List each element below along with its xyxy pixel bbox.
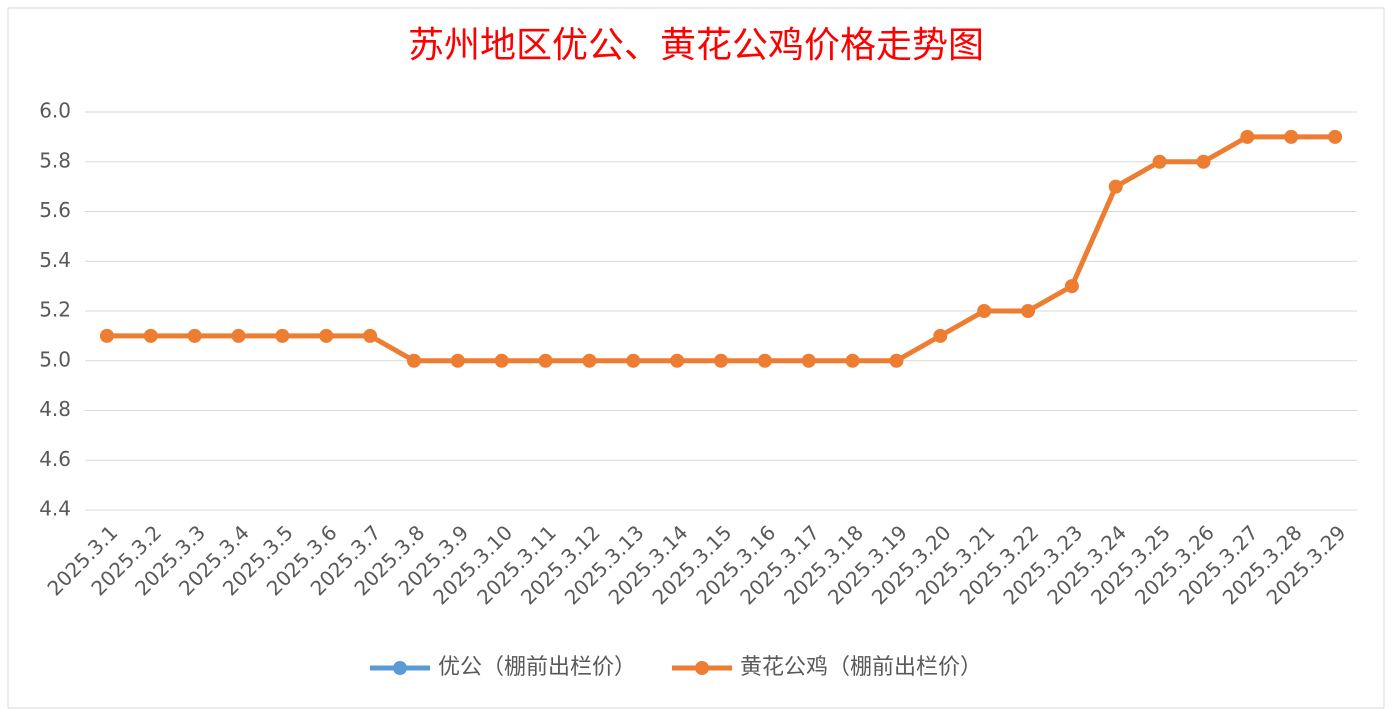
series-marker [582,353,597,368]
series-marker [714,353,728,368]
series-marker [1240,129,1255,144]
legend-label: 优公（棚前出栏价） [438,655,636,680]
series-marker [450,353,465,368]
series-marker [99,328,114,343]
series-marker [231,328,246,343]
y-tick-label: 5.0 [39,347,71,371]
y-tick-label: 5.4 [39,248,71,272]
series-marker [1152,154,1167,169]
series-marker [889,353,904,368]
series-marker [670,353,685,368]
series-marker [1021,304,1036,318]
series-marker [1108,179,1123,194]
series-marker [494,353,509,368]
y-tick-label: 6.0 [39,99,71,123]
legend-marker [695,661,710,675]
series-marker [801,353,816,368]
chart-frame [7,7,1385,709]
series-marker [1196,154,1211,169]
y-tick-label: 5.8 [39,148,71,172]
series-marker [538,353,553,368]
series-marker [363,328,378,343]
legend-marker [393,661,407,675]
series-marker [757,353,772,368]
series-marker [626,353,641,368]
chart-title: 苏州地区优公、黄花公鸡价格走势图 [408,25,984,66]
series-marker [406,353,421,368]
series-marker [1284,129,1299,144]
series-marker [933,328,948,343]
y-tick-label: 4.4 [39,497,71,521]
series-marker [187,328,202,343]
series-marker [1064,279,1079,294]
y-tick-label: 4.8 [39,397,71,421]
y-tick-label: 5.2 [39,298,71,322]
legend-label: 黄花公鸡（棚前出栏价） [740,655,982,680]
series-marker [845,353,860,368]
y-tick-label: 5.6 [39,198,71,222]
series-marker [977,304,992,318]
series-marker [1328,129,1343,144]
series-marker [319,328,334,343]
y-tick-label: 4.6 [39,447,71,471]
series-marker [275,328,290,343]
series-marker [143,328,158,343]
